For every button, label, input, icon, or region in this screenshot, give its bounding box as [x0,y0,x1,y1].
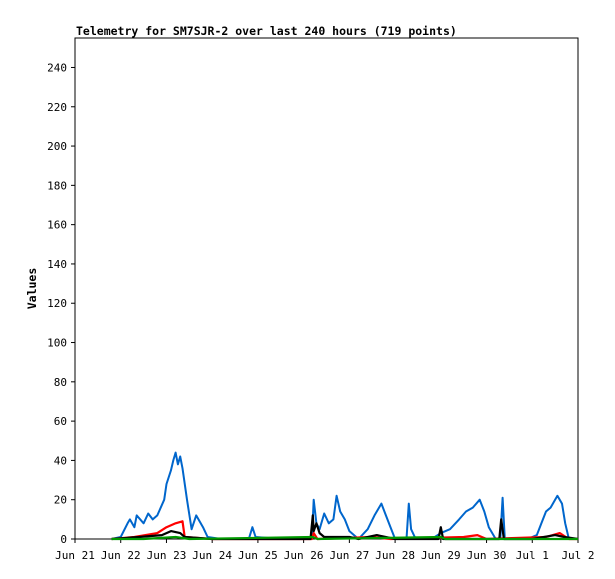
x-tick-label: Jun 28 [375,549,415,562]
y-tick-label: 140 [47,258,67,271]
x-tick-label: Jul 2 [561,549,594,562]
y-tick-label: 40 [54,454,67,467]
y-axis: 0 20 40 60 80 100 120 140 160 180 200 220 240 [47,61,75,546]
y-tick-label: 180 [47,179,67,192]
x-tick-label: Jun 21 [55,549,95,562]
y-tick-label: 120 [47,297,67,310]
y-tick-label: 240 [47,61,67,74]
series-line-4 [111,535,578,541]
x-tick-label: Jun 29 [421,549,461,562]
y-tick-label: 220 [47,101,67,114]
y-tick-label: 60 [54,415,67,428]
x-tick-label: Jun 26 [284,549,324,562]
series-layer [111,451,579,541]
y-axis-label: Values [25,268,39,310]
series-line-3 [111,514,579,541]
y-tick-label: 200 [47,140,67,153]
y-tick-label: 20 [54,494,67,507]
x-tick-label: Jun 30 [467,549,507,562]
y-tick-label: 160 [47,219,67,232]
x-tick-label: Jun 23 [147,549,187,562]
x-tick-label: Jul 1 [516,549,549,562]
x-tick-label: Jun 27 [329,549,369,562]
y-tick-label: 100 [47,337,67,350]
y-tick-label: 0 [60,533,67,546]
series-line-1 [111,451,578,540]
chart-title: Telemetry for SM7SJR-2 over last 240 hou… [76,24,457,38]
x-tick-label: Jun 22 [101,549,141,562]
x-tick-label: Jun 24 [192,549,232,562]
plot-area-frame [74,37,579,540]
x-axis: Jun 21 Jun 22 Jun 23 Jun 24 Jun 25 Jun 26 Jun … [55,539,595,562]
y-tick-label: 80 [54,376,67,389]
x-tick-label: Jun 25 [238,549,278,562]
